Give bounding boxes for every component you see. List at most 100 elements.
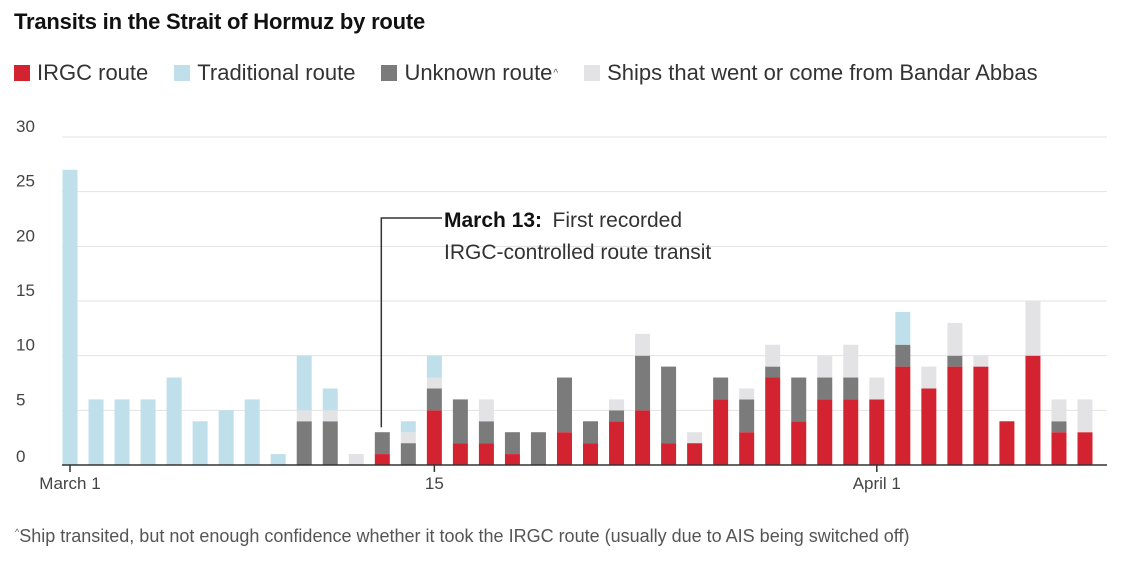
bar bbox=[609, 399, 625, 465]
bar-segment-traditional bbox=[322, 388, 338, 411]
annotation-text-1: First recorded bbox=[553, 209, 683, 232]
bar-segment-unknown bbox=[635, 355, 651, 411]
bars-layer bbox=[62, 169, 1093, 466]
y-tick-label: 30 bbox=[16, 117, 35, 136]
bar-segment-bandar bbox=[739, 388, 755, 400]
bar-segment-unknown bbox=[556, 377, 572, 433]
bar bbox=[999, 421, 1015, 465]
bar-segment-traditional bbox=[400, 421, 416, 433]
bar-segment-irgc bbox=[452, 443, 468, 465]
bar-segment-bandar bbox=[843, 344, 859, 378]
bar-segment-bandar bbox=[947, 322, 963, 356]
bar-segment-unknown bbox=[765, 366, 781, 378]
bar-segment-unknown bbox=[947, 355, 963, 367]
bar-segment-unknown bbox=[609, 410, 625, 422]
bar-segment-bandar bbox=[921, 366, 937, 389]
bar-segment-bandar bbox=[478, 399, 494, 422]
bar bbox=[166, 377, 182, 465]
y-tick-label: 25 bbox=[16, 172, 35, 191]
bar bbox=[713, 377, 729, 465]
bar bbox=[661, 366, 677, 465]
bar-segment-irgc bbox=[609, 421, 625, 465]
bar-segment-unknown bbox=[661, 366, 677, 444]
footnote-marker: ^ bbox=[15, 527, 20, 537]
x-axis: March 1 15 April 1 bbox=[39, 464, 1107, 493]
bar-segment-bandar bbox=[426, 377, 442, 389]
bar bbox=[921, 366, 937, 465]
bar-segment-traditional bbox=[166, 377, 182, 465]
x-tick-label: April 1 bbox=[853, 474, 901, 493]
bar-segment-traditional bbox=[88, 399, 104, 465]
bar-segment-bandar bbox=[635, 333, 651, 356]
x-tick-label: 15 bbox=[425, 474, 444, 493]
bar bbox=[791, 377, 807, 465]
bar-segment-irgc bbox=[556, 432, 572, 465]
bar-segment-irgc bbox=[947, 366, 963, 465]
bar bbox=[62, 169, 78, 466]
bar-segment-bandar bbox=[609, 399, 625, 411]
bar-segment-bandar bbox=[869, 377, 885, 400]
bar-segment-traditional bbox=[270, 454, 286, 465]
bar-segment-bandar bbox=[296, 410, 312, 422]
bar-segment-irgc bbox=[921, 388, 937, 465]
bar-segment-bandar bbox=[817, 355, 833, 378]
bar-segment-irgc bbox=[583, 443, 599, 465]
bar bbox=[895, 311, 911, 465]
legend-item-bandar: Ships that went or come from Bandar Abba… bbox=[584, 60, 1038, 86]
bar-segment-unknown bbox=[296, 421, 312, 465]
y-tick-label: 5 bbox=[16, 390, 25, 409]
legend-item-irgc: IRGC route bbox=[14, 60, 148, 86]
annotation-bold: March 13: bbox=[444, 209, 542, 232]
bar bbox=[244, 399, 260, 465]
bar-segment-unknown bbox=[530, 432, 546, 465]
bar-segment-irgc bbox=[869, 399, 885, 465]
bar-segment-traditional bbox=[140, 399, 156, 465]
y-tick-label: 20 bbox=[16, 226, 35, 245]
legend-label-irgc: IRGC route bbox=[37, 60, 149, 85]
x-tick-label: March 1 bbox=[39, 474, 100, 493]
legend: IRGC route Traditional route Unknown rou… bbox=[14, 58, 1064, 88]
bar bbox=[218, 410, 234, 465]
bar-segment-irgc bbox=[817, 399, 833, 465]
chart-plot: 0 5 10 15 20 25 30 March 1 15 April 1 March 13: … bbox=[16, 117, 1107, 493]
bar-segment-irgc bbox=[426, 410, 442, 465]
bar-segment-bandar bbox=[348, 454, 364, 465]
bar-segment-irgc bbox=[1025, 355, 1041, 465]
bar-segment-unknown bbox=[583, 421, 599, 444]
bar-segment-irgc bbox=[765, 377, 781, 465]
legend-swatch-irgc bbox=[14, 65, 30, 81]
bar bbox=[1051, 399, 1067, 465]
bar-segment-irgc bbox=[973, 366, 989, 465]
bar bbox=[1025, 301, 1041, 465]
bar bbox=[348, 454, 364, 465]
bar-segment-unknown bbox=[322, 421, 338, 465]
bar bbox=[765, 344, 781, 465]
bar-segment-traditional bbox=[244, 399, 260, 465]
bar-segment-traditional bbox=[62, 169, 78, 466]
legend-swatch-bandar bbox=[584, 65, 601, 81]
bar-segment-unknown bbox=[895, 344, 911, 367]
bar bbox=[583, 421, 599, 465]
bar bbox=[556, 377, 572, 465]
bar-segment-bandar bbox=[687, 432, 703, 444]
bar-segment-irgc bbox=[713, 399, 729, 465]
y-tick-label: 15 bbox=[16, 281, 35, 300]
bar-segment-traditional bbox=[114, 399, 130, 465]
annotation-text-2: IRGC-controlled route transit bbox=[444, 241, 711, 264]
bar bbox=[322, 388, 338, 465]
bar-segment-traditional bbox=[895, 311, 911, 345]
legend-note-marker: ^ bbox=[553, 67, 559, 79]
bar-segment-unknown bbox=[1051, 421, 1067, 433]
bar-segment-bandar bbox=[400, 432, 416, 444]
bar bbox=[140, 399, 156, 465]
bar-segment-unknown bbox=[426, 388, 442, 411]
bar-segment-irgc bbox=[687, 443, 703, 465]
bar-segment-unknown bbox=[791, 377, 807, 422]
bar bbox=[947, 322, 963, 465]
bar-segment-traditional bbox=[296, 355, 312, 411]
bar bbox=[739, 388, 755, 465]
footnote: ^Ship transited, but not enough confiden… bbox=[14, 526, 909, 547]
bar-segment-irgc bbox=[895, 366, 911, 465]
bar-segment-unknown bbox=[817, 377, 833, 400]
bar bbox=[374, 432, 390, 465]
